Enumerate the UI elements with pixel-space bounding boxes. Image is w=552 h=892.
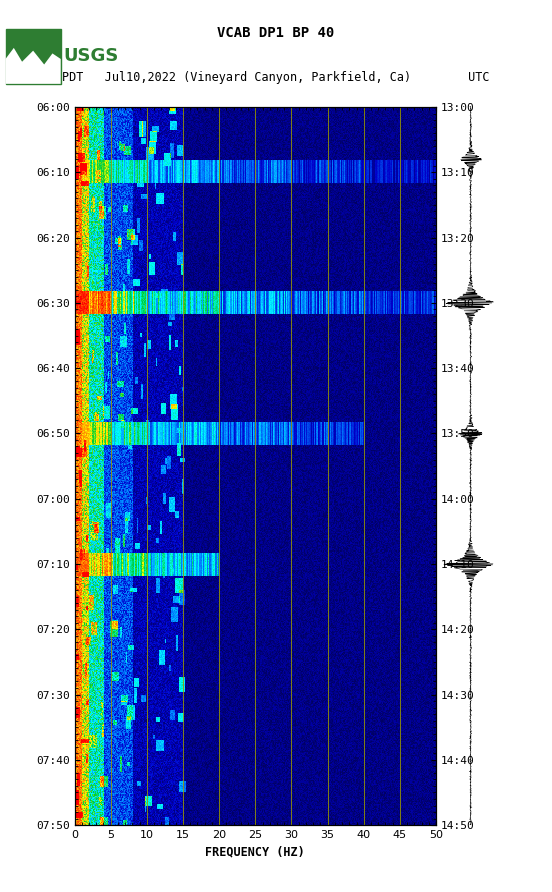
X-axis label: FREQUENCY (HZ): FREQUENCY (HZ) xyxy=(205,846,305,858)
Polygon shape xyxy=(6,48,61,84)
Text: USGS: USGS xyxy=(63,47,119,65)
Text: VCAB DP1 BP 40: VCAB DP1 BP 40 xyxy=(217,26,335,40)
Text: PDT   Jul10,2022 (Vineyard Canyon, Parkfield, Ca)        UTC: PDT Jul10,2022 (Vineyard Canyon, Parkfie… xyxy=(62,71,490,84)
